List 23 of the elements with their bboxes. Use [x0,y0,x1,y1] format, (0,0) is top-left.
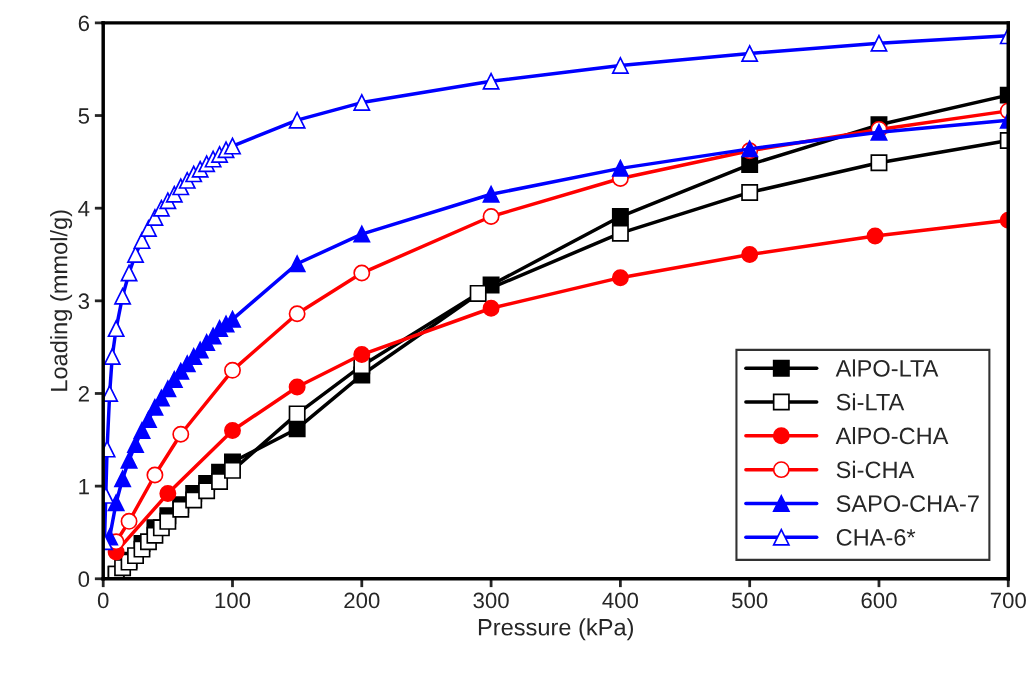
x-tick-label: 100 [215,592,251,609]
x-axis-title: Pressure (kPa) [478,618,633,641]
y-tick-label: 1 [79,478,89,495]
legend-label: Si-LTA [836,393,905,411]
y-tick-label: 0 [78,571,90,588]
x-tick-label: 200 [344,592,380,609]
legend-label: CHA-6* [836,529,916,546]
x-tick-label: 700 [990,592,1026,609]
y-tick-label: 5 [78,108,90,124]
legend-label: Si-CHA [836,460,915,479]
x-tick-label: 400 [602,592,639,609]
legend-label: AlPO-LTA [835,359,939,377]
legend-label: SAPO-CHA-7 [836,495,979,512]
y-tick-label: 3 [78,293,90,310]
x-tick-label: 0 [97,592,109,609]
x-tick-label: 300 [473,592,509,609]
y-tick-label: 4 [78,200,90,217]
y-axis-title: Loading (mmol/g) [50,210,73,391]
y-tick-label: 2 [78,386,89,402]
legend-label: AlPO-CHA [835,426,949,445]
x-tick-label: 600 [861,592,897,609]
x-tick-label: 500 [732,592,768,609]
y-tick-label: 6 [78,15,90,32]
